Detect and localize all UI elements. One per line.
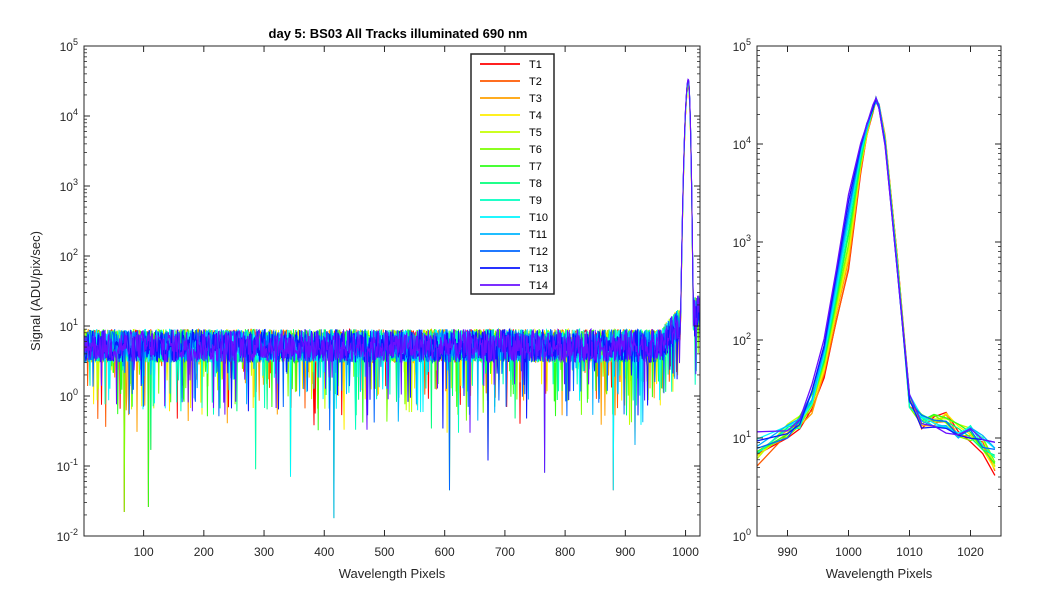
left-y-tick-label: 102 xyxy=(60,247,78,264)
left-ticks xyxy=(84,45,700,537)
legend-label-T12: T12 xyxy=(529,246,548,258)
left-x-tick-label: 800 xyxy=(555,545,575,559)
legend-label-T14: T14 xyxy=(529,280,548,292)
legend-label-T3: T3 xyxy=(529,93,542,105)
right-series-T14 xyxy=(757,96,996,443)
left-x-tick-label: 100 xyxy=(134,545,154,559)
left-y-tick-label: 101 xyxy=(60,317,78,334)
left-y-tick-label: 103 xyxy=(60,177,78,194)
legend-label-T1: T1 xyxy=(529,59,542,71)
right-x-tick-label: 990 xyxy=(777,545,797,559)
y-axis-label: Signal (ADU/pix/sec) xyxy=(28,231,43,351)
chart-title: day 5: BS03 All Tracks illuminated 690 n… xyxy=(269,26,528,41)
legend: T1 T2 T3 T4 T5 T6 T7 T8 T9 T10 T11 T12 T13 T14 xyxy=(470,53,555,295)
left-y-tick-label: 105 xyxy=(60,37,78,54)
left-x-tick-label: 300 xyxy=(254,545,274,559)
legend-label-T2: T2 xyxy=(529,76,542,88)
right-y-tick-label: 101 xyxy=(733,429,751,446)
legend-label-T7: T7 xyxy=(529,161,542,173)
left-y-tick-labels: 10-2 10-1 100 101 102 103 104 105 xyxy=(57,37,78,544)
legend-label-T5: T5 xyxy=(529,127,542,139)
legend-label-T4: T4 xyxy=(529,110,542,122)
right-y-tick-label: 100 xyxy=(733,527,751,544)
left-x-axis-label: Wavelength Pixels xyxy=(339,566,446,581)
legend-label-T13: T13 xyxy=(529,263,548,275)
right-y-tick-label: 102 xyxy=(733,331,751,348)
left-x-tick-label: 500 xyxy=(374,545,394,559)
left-y-tick-label: 100 xyxy=(60,387,78,404)
right-y-tick-label: 105 xyxy=(733,37,751,54)
right-plot-area xyxy=(757,46,1001,536)
left-series-group xyxy=(84,78,700,519)
left-x-tick-label: 700 xyxy=(495,545,515,559)
right-y-tick-label: 104 xyxy=(733,135,751,152)
left-y-tick-label: 10-2 xyxy=(57,527,78,544)
right-x-tick-labels: 990 1000 1010 1020 xyxy=(777,545,984,559)
right-y-tick-label: 103 xyxy=(733,233,751,250)
legend-label-T8: T8 xyxy=(529,178,542,190)
left-x-tick-label: 200 xyxy=(194,545,214,559)
left-x-tick-label: 400 xyxy=(314,545,334,559)
left-x-tick-labels: 100 200 300 400 500 600 700 800 900 1000 xyxy=(134,545,700,559)
right-plot-frame xyxy=(756,45,1002,537)
legend-label-T11: T11 xyxy=(529,229,547,241)
left-x-tick-label: 900 xyxy=(615,545,635,559)
legend-label-T9: T9 xyxy=(529,195,542,207)
left-y-tick-label: 10-1 xyxy=(57,457,78,474)
right-series-group xyxy=(757,95,996,476)
right-plot: 990 1000 1010 1020 100 101 102 103 104 105 Wavel… xyxy=(733,37,1002,581)
right-y-tick-labels: 100 101 102 103 104 105 xyxy=(733,37,751,544)
right-x-axis-label: Wavelength Pixels xyxy=(826,566,933,581)
left-plot-frame xyxy=(83,45,701,537)
right-x-tick-label: 1020 xyxy=(957,545,984,559)
right-x-tick-label: 1010 xyxy=(896,545,923,559)
left-x-tick-label: 600 xyxy=(435,545,455,559)
legend-label-T10: T10 xyxy=(529,212,548,224)
legend-label-T6: T6 xyxy=(529,144,542,156)
left-y-tick-label: 104 xyxy=(60,107,78,124)
right-ticks xyxy=(757,45,1001,537)
left-plot-area xyxy=(84,46,700,536)
right-x-tick-label: 1000 xyxy=(835,545,862,559)
legend-box xyxy=(470,53,555,295)
left-series-T14 xyxy=(84,78,700,473)
left-plot: 100 200 300 400 500 600 700 800 900 1000 10-2 10-1… xyxy=(28,37,701,581)
left-x-tick-label: 1000 xyxy=(672,545,699,559)
